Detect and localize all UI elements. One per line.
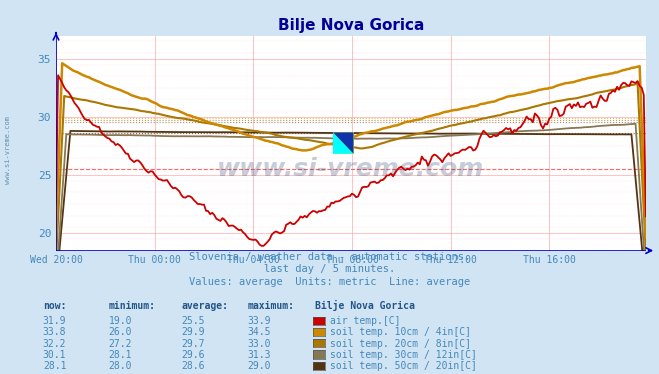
Text: 31.9: 31.9 [43, 316, 67, 326]
Text: 29.0: 29.0 [247, 361, 271, 371]
Text: 25.5: 25.5 [181, 316, 205, 326]
Text: now:: now: [43, 301, 67, 310]
Text: 28.1: 28.1 [43, 361, 67, 371]
Text: 28.6: 28.6 [181, 361, 205, 371]
Text: average:: average: [181, 301, 228, 310]
Text: Slovenia / weather data - automatic stations.: Slovenia / weather data - automatic stat… [189, 252, 470, 262]
Text: www.si-vreme.com: www.si-vreme.com [217, 157, 484, 181]
Text: 30.1: 30.1 [43, 350, 67, 360]
Text: soil temp. 30cm / 12in[C]: soil temp. 30cm / 12in[C] [330, 350, 476, 360]
Text: 33.9: 33.9 [247, 316, 271, 326]
Text: 29.7: 29.7 [181, 339, 205, 349]
Text: 19.0: 19.0 [109, 316, 132, 326]
Text: 33.8: 33.8 [43, 328, 67, 337]
Text: 29.9: 29.9 [181, 328, 205, 337]
Text: soil temp. 50cm / 20in[C]: soil temp. 50cm / 20in[C] [330, 361, 476, 371]
Text: air temp.[C]: air temp.[C] [330, 316, 400, 326]
Text: 28.1: 28.1 [109, 350, 132, 360]
Text: www.si-vreme.com: www.si-vreme.com [5, 116, 11, 184]
Text: maximum:: maximum: [247, 301, 294, 310]
Polygon shape [333, 132, 354, 154]
Text: Values: average  Units: metric  Line: average: Values: average Units: metric Line: aver… [189, 277, 470, 286]
Text: 26.0: 26.0 [109, 328, 132, 337]
Text: soil temp. 20cm / 8in[C]: soil temp. 20cm / 8in[C] [330, 339, 471, 349]
Text: 33.0: 33.0 [247, 339, 271, 349]
Text: soil temp. 10cm / 4in[C]: soil temp. 10cm / 4in[C] [330, 328, 471, 337]
Text: minimum:: minimum: [109, 301, 156, 310]
Text: 28.0: 28.0 [109, 361, 132, 371]
Text: 31.3: 31.3 [247, 350, 271, 360]
Text: 29.6: 29.6 [181, 350, 205, 360]
Polygon shape [333, 132, 354, 154]
Title: Bilje Nova Gorica: Bilje Nova Gorica [277, 18, 424, 33]
Text: 27.2: 27.2 [109, 339, 132, 349]
Text: Bilje Nova Gorica: Bilje Nova Gorica [315, 300, 415, 310]
Bar [333, 132, 354, 154]
Text: 32.2: 32.2 [43, 339, 67, 349]
Text: 34.5: 34.5 [247, 328, 271, 337]
Text: last day / 5 minutes.: last day / 5 minutes. [264, 264, 395, 274]
